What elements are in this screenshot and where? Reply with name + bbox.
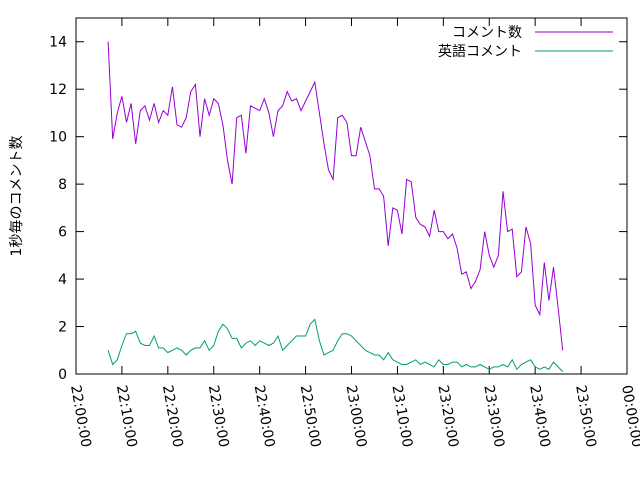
y-tick-label: 4 [58,272,67,288]
series-lines [107,41,564,372]
y-tick-label: 14 [49,35,67,51]
y-axis-label: 1秒毎のコメント数 [9,136,25,257]
axis-ticks [75,18,628,375]
y-tick-label: 0 [58,367,67,383]
y-tick-label: 12 [49,82,67,98]
series-line-2 [107,318,564,372]
plot-frame [75,17,628,375]
y-tick-label: 8 [58,177,67,193]
y-tick-labels: 0 2 4 6 8 10 12 14 [49,35,67,383]
series-line-1 [107,41,564,351]
y-tick-label: 6 [58,225,67,241]
legend-label: コメント数 [452,25,522,41]
y-tick-label: 2 [58,320,67,336]
legend-label: 英語コメント [438,43,522,60]
y-tick-label: 10 [49,130,67,146]
